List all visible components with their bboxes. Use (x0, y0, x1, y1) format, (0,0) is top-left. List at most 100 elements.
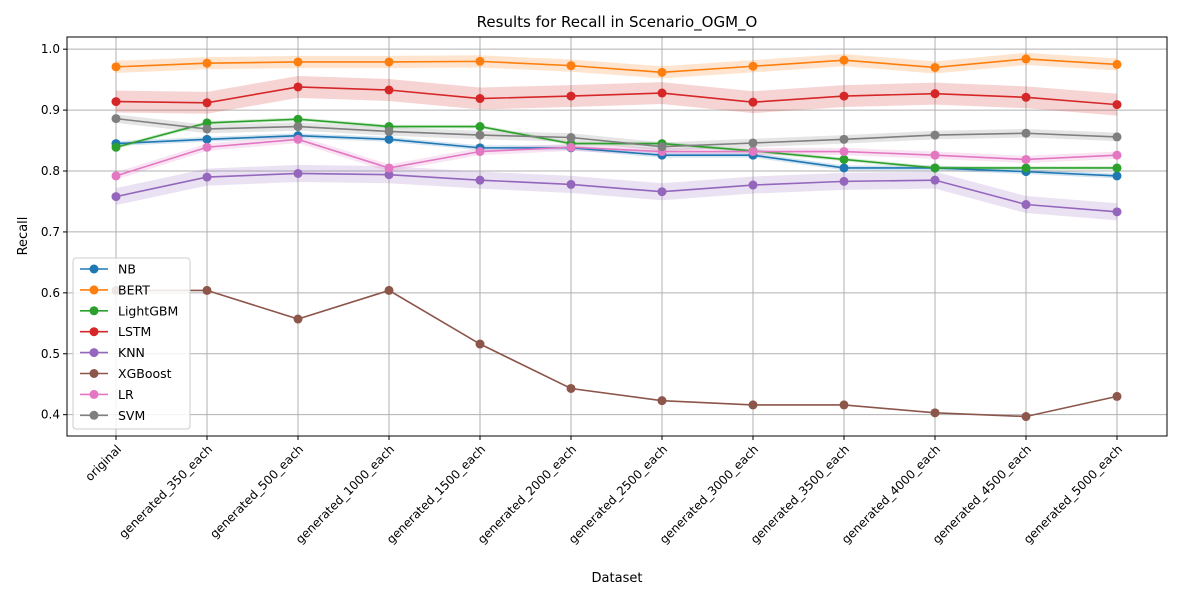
y-axis: 0.4 0.5 0.6 0.7 0.8 0.9 1.0 (41, 42, 67, 422)
data-point-knn (293, 168, 303, 178)
data-point-lstm (202, 98, 212, 108)
data-point-lstm (111, 97, 121, 107)
data-point-lr (475, 147, 485, 157)
data-point-xgboost (657, 396, 667, 406)
data-point-bert (475, 56, 485, 66)
data-point-knn (657, 187, 667, 197)
data-point-bert (930, 62, 940, 72)
series-line-xgboost (116, 289, 1118, 418)
legend-item-lr: LR (80, 387, 134, 402)
legend-marker (89, 348, 99, 358)
data-point-lstm (566, 91, 576, 101)
series-lstm (111, 82, 1122, 110)
legend: NB BERT LightGBM LSTM KNN XGBoost LR SVM (72, 257, 191, 430)
series-layer (111, 54, 1122, 422)
data-point-lstm (839, 91, 849, 101)
data-point-lr (839, 147, 849, 157)
band-knn (116, 164, 1117, 221)
x-tick-label: generated_5000_each (1021, 442, 1125, 546)
series-line-knn (115, 172, 1118, 213)
data-point-bert (111, 62, 121, 72)
data-point-xgboost (475, 339, 485, 349)
x-axis: originalgenerated_350_eachgenerated_500_… (83, 436, 1125, 546)
data-point-knn (930, 175, 940, 185)
data-point-svm (930, 130, 940, 140)
data-point-xgboost (930, 408, 940, 418)
series-svm (111, 114, 1122, 152)
data-point-svm (111, 114, 121, 124)
legend-label: XGBoost (118, 366, 172, 381)
data-point-knn (566, 179, 576, 189)
plot-frame (66, 36, 1168, 437)
x-tick-label: generated_1500_each (384, 442, 488, 546)
data-point-knn (1112, 207, 1122, 217)
data-point-knn (839, 176, 849, 186)
data-point-lightgbm (1112, 163, 1122, 173)
data-point-nb (202, 134, 212, 144)
legend-frame (72, 257, 191, 430)
legend-label: BERT (118, 282, 150, 297)
data-point-lstm (748, 97, 758, 107)
data-point-knn (475, 175, 485, 185)
legend-marker (89, 264, 99, 274)
data-point-knn (111, 192, 121, 202)
series-line-bert (115, 58, 1118, 74)
x-tick-label: generated_4000_each (839, 442, 943, 546)
data-point-bert (1112, 59, 1122, 69)
legend-item-lstm: LSTM (80, 324, 151, 339)
series-bert (111, 54, 1122, 77)
legend-label: LightGBM (118, 303, 178, 318)
data-point-xgboost (1021, 412, 1031, 422)
data-point-bert (1021, 54, 1031, 64)
band-lr (116, 135, 1117, 180)
series-knn (111, 168, 1122, 217)
data-point-svm (293, 122, 303, 132)
data-point-bert (748, 61, 758, 71)
data-point-bert (202, 58, 212, 68)
data-point-lr (930, 150, 940, 160)
x-tick-label: generated_2000_each (475, 442, 579, 546)
chart-title: Results for Recall in Scenario_OGM_O (477, 13, 758, 32)
data-point-lr (293, 134, 303, 144)
legend-label: LSTM (118, 324, 151, 339)
series-xgboost (111, 285, 1122, 422)
data-point-svm (202, 124, 212, 134)
data-point-lightgbm (930, 163, 940, 173)
data-point-svm (748, 138, 758, 148)
series-line-lr (115, 138, 1118, 177)
legend-marker (89, 369, 99, 378)
data-point-lstm (930, 89, 940, 99)
series-line-lstm (115, 86, 1118, 106)
data-point-svm (657, 142, 667, 152)
y-tick-label: 1.0 (41, 42, 60, 56)
x-tick-label: generated_1000_each (293, 442, 397, 546)
x-tick-label: original (83, 442, 125, 484)
band-nb (116, 133, 1117, 179)
data-point-lr (202, 142, 212, 152)
series-line-lightgbm (115, 118, 1117, 169)
legend-label: KNN (118, 345, 145, 360)
x-tick-label: generated_3000_each (657, 442, 761, 546)
legend-marker (89, 389, 99, 399)
data-point-lightgbm (111, 142, 121, 152)
data-point-lr (1112, 150, 1122, 160)
data-point-bert (839, 55, 849, 65)
legend-label: SVM (118, 408, 145, 423)
data-point-nb (1112, 171, 1122, 181)
data-point-xgboost (839, 400, 849, 410)
data-point-bert (566, 61, 576, 71)
y-tick-label: 0.6 (41, 286, 60, 300)
data-point-svm (475, 130, 485, 140)
data-point-xgboost (748, 400, 758, 410)
legend-item-svm: SVM (80, 408, 145, 423)
data-point-lr (111, 171, 121, 181)
data-point-xgboost (566, 383, 576, 393)
band-bert (116, 52, 1117, 79)
data-point-lstm (1021, 92, 1031, 102)
legend-item-xgboost: XGBoost (80, 366, 172, 381)
data-point-xgboost (1112, 391, 1122, 401)
x-axis-title: Dataset (592, 571, 643, 586)
legend-marker (89, 410, 99, 420)
data-point-svm (566, 133, 576, 143)
data-point-svm (1112, 132, 1122, 142)
